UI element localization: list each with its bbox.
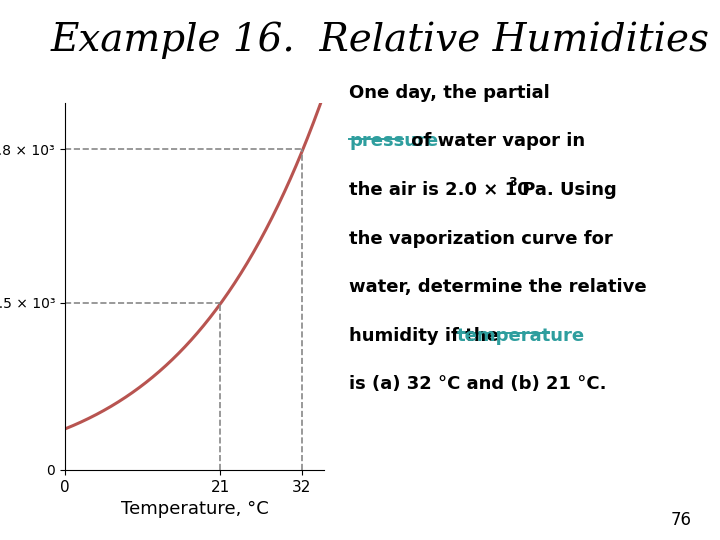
Text: humidity if the: humidity if the [349, 327, 505, 345]
Text: the vaporization curve for: the vaporization curve for [349, 230, 613, 247]
Text: pressure: pressure [349, 132, 438, 150]
Text: 76: 76 [670, 511, 691, 529]
Text: temperature: temperature [457, 327, 585, 345]
Text: water, determine the relative: water, determine the relative [349, 278, 647, 296]
X-axis label: Temperature, °C: Temperature, °C [120, 500, 269, 518]
Text: One day, the partial: One day, the partial [349, 84, 550, 102]
Text: is (a) 32 °C and (b) 21 °C.: is (a) 32 °C and (b) 21 °C. [349, 375, 607, 393]
Text: the air is 2.0 × 10: the air is 2.0 × 10 [349, 181, 530, 199]
Text: Pa. Using: Pa. Using [516, 181, 616, 199]
Text: Example 16.  Relative Humidities: Example 16. Relative Humidities [50, 22, 709, 59]
Text: of water vapor in: of water vapor in [405, 132, 585, 150]
Text: 3: 3 [508, 176, 517, 188]
